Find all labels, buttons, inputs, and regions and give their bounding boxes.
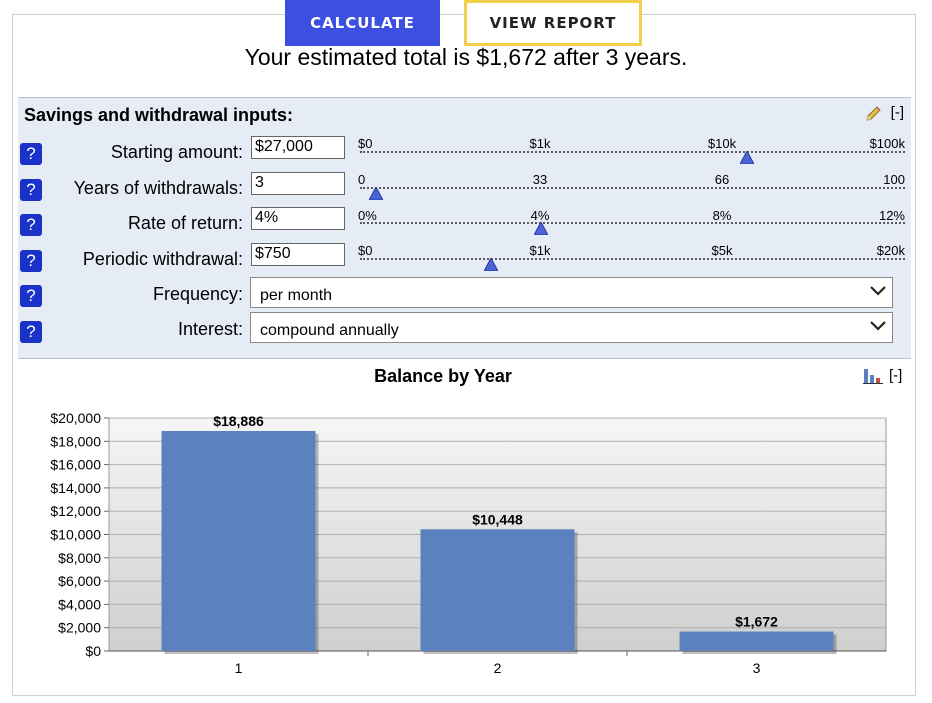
- y-tick-label: $6,000: [58, 573, 101, 589]
- help-withdrawal-icon[interactable]: ?: [20, 250, 42, 272]
- help-years-icon[interactable]: ?: [20, 179, 42, 201]
- help-rate-icon[interactable]: ?: [20, 214, 42, 236]
- slider-track[interactable]: [360, 151, 905, 153]
- starting-amount-input[interactable]: $27,000: [251, 136, 345, 159]
- years-label: Years of withdrawals:: [73, 178, 243, 198]
- chart-title: Balance by Year: [374, 366, 512, 386]
- slider-tick: $100k: [869, 136, 905, 151]
- slider-tick: 0: [358, 172, 366, 187]
- slider-thumb[interactable]: [369, 187, 384, 200]
- calculate-button[interactable]: CALCULATE: [285, 0, 440, 46]
- slider-tick: $0: [358, 243, 373, 258]
- y-tick-label: $18,000: [50, 433, 101, 449]
- interest-select[interactable]: compound annually: [250, 312, 893, 343]
- bar: [420, 529, 575, 651]
- interest-label: Interest:: [177, 319, 243, 339]
- view-report-button[interactable]: VIEW REPORT: [464, 0, 642, 46]
- balance-bar-chart: $0 $2,000 $4,000 $6,000 $8,000 $10,000 $12,000…: [50, 410, 887, 676]
- y-tick-label: $16,000: [50, 457, 101, 473]
- slider-thumb[interactable]: [739, 151, 754, 164]
- y-tick-label: $14,000: [50, 480, 101, 496]
- frequency-value: per month: [260, 287, 333, 304]
- slider-tick: $1k: [529, 243, 551, 258]
- slider-thumb[interactable]: [534, 222, 549, 235]
- chevron-down-icon: [870, 321, 886, 331]
- y-tick-label: $8,000: [58, 550, 101, 566]
- x-tick-label: 3: [753, 660, 761, 676]
- slider-tick: 8%: [712, 208, 732, 223]
- y-tick-label: $10,000: [50, 527, 101, 543]
- inputs-panel: Savings and withdrawal inputs: [-] ? Sta…: [18, 97, 911, 359]
- inputs-title: Savings and withdrawal inputs:: [24, 105, 294, 125]
- x-tick-label: 1: [235, 660, 243, 676]
- bar: [161, 430, 316, 651]
- y-tick-label: $4,000: [58, 596, 101, 612]
- y-tick-label: $12,000: [50, 503, 101, 519]
- y-tick-label: $20,000: [50, 410, 101, 426]
- slider-track[interactable]: [360, 258, 905, 260]
- bar: [679, 631, 834, 651]
- slider-tick: 0%: [358, 208, 377, 223]
- bar-value-label: $18,886: [213, 413, 264, 429]
- years-input[interactable]: 3: [251, 172, 345, 195]
- y-tick-label: $2,000: [58, 620, 101, 636]
- slider-tick: $10k: [707, 136, 737, 151]
- help-frequency-icon[interactable]: ?: [20, 285, 42, 307]
- y-tick-label: $0: [85, 643, 101, 659]
- pencil-icon[interactable]: [864, 105, 882, 123]
- x-tick-label: 2: [494, 660, 502, 676]
- help-interest-icon[interactable]: ?: [20, 321, 42, 343]
- slider-tick: $5k: [711, 243, 733, 258]
- slider-tick: $0: [358, 136, 373, 151]
- slider-track[interactable]: [360, 222, 905, 224]
- slider-tick: 4%: [530, 208, 550, 223]
- slider-tick: $1k: [529, 136, 551, 151]
- slider-thumb[interactable]: [483, 258, 498, 271]
- frequency-select[interactable]: per month: [250, 277, 893, 308]
- periodic-withdrawal-label: Periodic withdrawal:: [82, 249, 243, 269]
- bar-value-label: $1,672: [735, 614, 778, 630]
- periodic-withdrawal-input[interactable]: $750: [251, 243, 345, 266]
- slider-track[interactable]: [360, 187, 905, 189]
- estimated-total-summary: Your estimated total is $1,672 after 3 y…: [244, 44, 688, 70]
- frequency-label: Frequency:: [152, 284, 243, 304]
- bar-value-label: $10,448: [472, 511, 523, 527]
- bar-chart-icon[interactable]: [863, 368, 885, 384]
- starting-amount-label: Starting amount:: [110, 142, 243, 162]
- slider-tick: $20k: [876, 243, 905, 258]
- slider-tick: 33: [532, 172, 548, 187]
- rate-of-return-input[interactable]: 4%: [251, 207, 345, 230]
- slider-tick: 66: [714, 172, 730, 187]
- chevron-down-icon: [870, 286, 886, 296]
- help-starting-amount-icon[interactable]: ?: [20, 143, 42, 165]
- rate-of-return-label: Rate of return:: [127, 213, 243, 233]
- inputs-collapse-toggle[interactable]: [-]: [890, 104, 904, 121]
- slider-tick: 100: [883, 172, 905, 187]
- interest-value: compound annually: [260, 322, 399, 339]
- chart-collapse-toggle[interactable]: [-]: [889, 367, 903, 384]
- slider-tick: 12%: [878, 208, 905, 223]
